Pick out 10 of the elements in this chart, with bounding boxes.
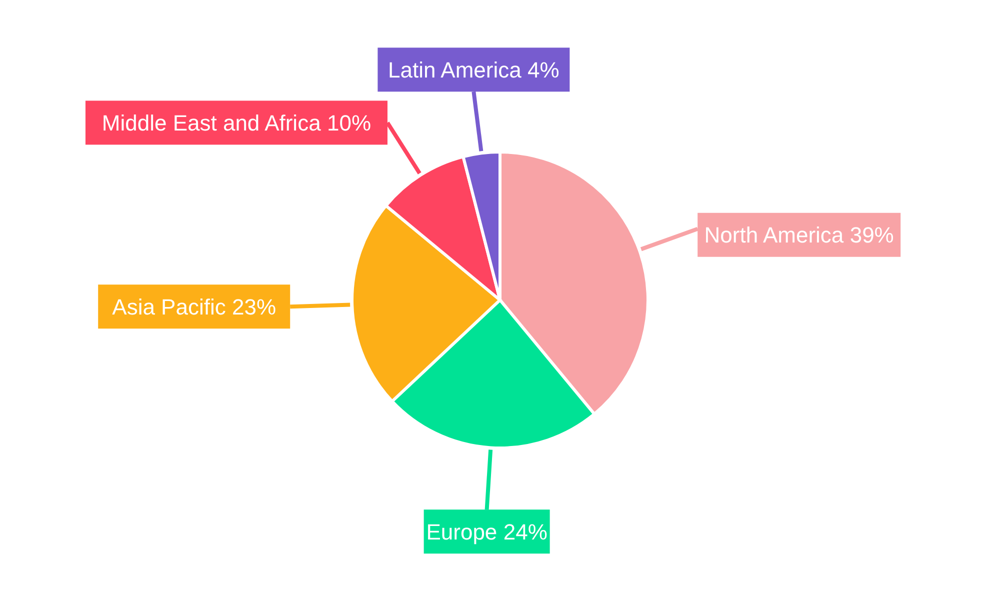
slice-label: North America <box>704 222 844 248</box>
data-label: 4% <box>528 57 560 82</box>
data-label: 23% <box>232 294 276 320</box>
slice-label: Europe <box>426 519 498 544</box>
data-label: 39% <box>850 222 894 248</box>
data-label: 24% <box>503 519 548 544</box>
slice-label: Latin America <box>388 57 522 82</box>
slice-label: Middle East and Africa <box>102 110 322 136</box>
data-label: 10% <box>326 110 372 136</box>
slice-label: Asia Pacific <box>112 294 226 320</box>
